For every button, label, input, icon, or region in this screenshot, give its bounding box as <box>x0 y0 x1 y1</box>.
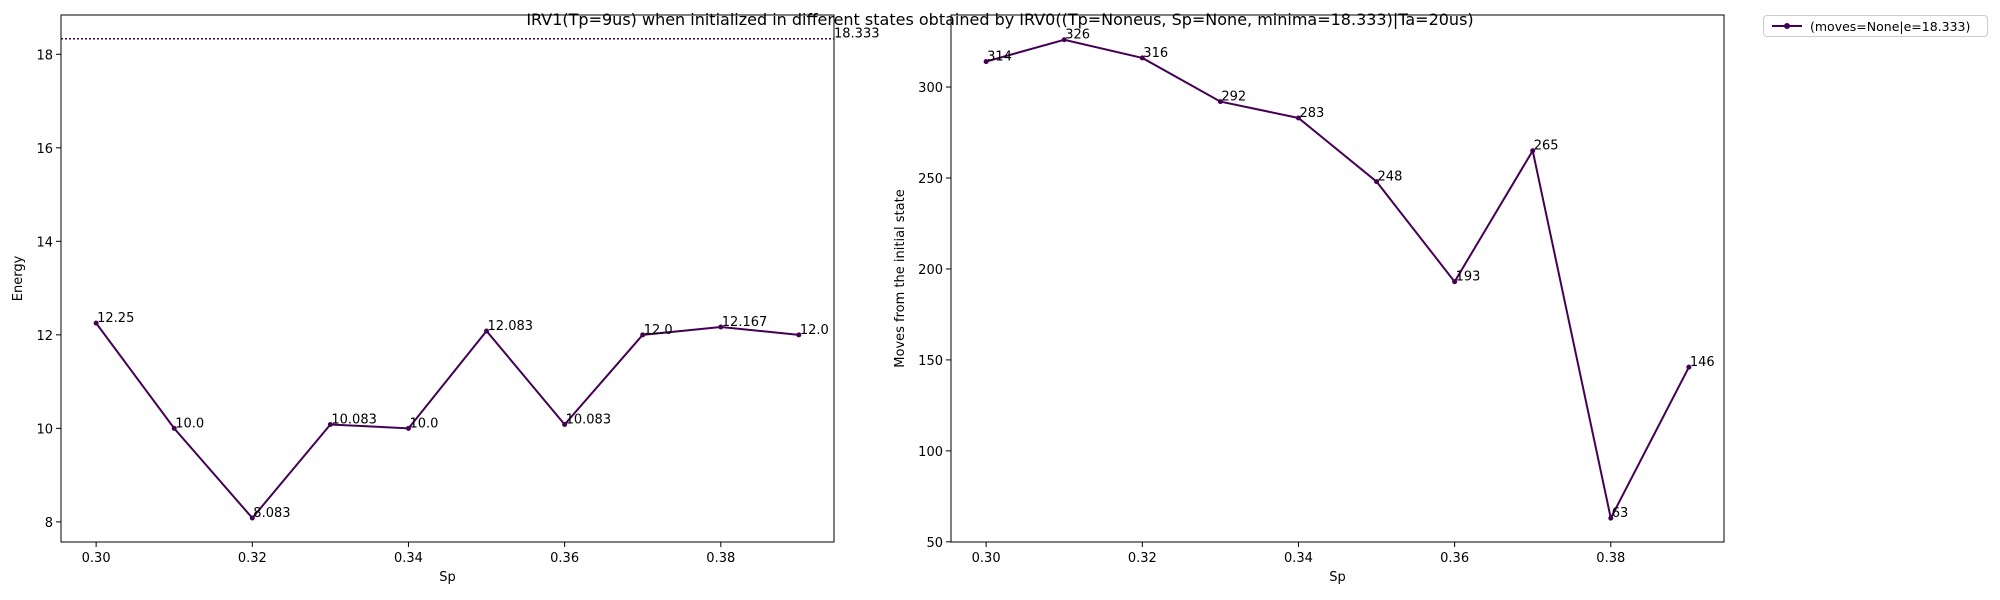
chart2-data-point <box>1217 99 1223 105</box>
chart2-data-point <box>1686 364 1692 370</box>
chart2-data-point <box>1608 515 1614 521</box>
figure-title: IRV1(Tp=9us) when initialized in differe… <box>526 10 1474 29</box>
chart1-x-tick-label: 0.36 <box>550 551 579 566</box>
chart1-data-point <box>93 320 99 326</box>
chart2-data-label: 248 <box>1378 170 1403 185</box>
chart1-y-tick-label: 14 <box>36 235 53 250</box>
chart1-x-tick-label: 0.38 <box>706 551 735 566</box>
chart2-data-label: 292 <box>1221 90 1246 105</box>
chart2-data-point <box>1295 115 1301 121</box>
chart1-x-axis-label: Sp <box>439 570 456 585</box>
chart1-data-label: 12.167 <box>722 315 768 330</box>
chart2-data-point <box>1452 279 1458 285</box>
chart2-y-axis-label: Moves from the initial state <box>893 189 908 367</box>
chart1-data-label: 10.0 <box>409 416 438 431</box>
chart1-reference-line-label: 18.333 <box>834 27 880 42</box>
chart1-data-point <box>640 332 646 338</box>
chart1-y-tick-label: 18 <box>36 48 53 63</box>
chart2-x-tick-label: 0.32 <box>1128 551 1157 566</box>
chart1-data-point <box>484 328 490 334</box>
chart2-y-tick-label: 300 <box>918 81 943 96</box>
chart1-data-label: 12.0 <box>644 323 673 338</box>
chart2-data-label: 63 <box>1612 506 1629 521</box>
chart1-x-tick-label: 0.30 <box>82 551 111 566</box>
chart1-data-label: 10.083 <box>331 412 377 427</box>
chart1-x-tick-label: 0.34 <box>394 551 423 566</box>
chart2-x-tick-label: 0.34 <box>1284 551 1313 566</box>
chart2-y-tick-label: 200 <box>918 263 943 278</box>
chart1-plot-frame <box>60 14 835 543</box>
chart1-data-label: 12.0 <box>800 323 829 338</box>
chart1-data-label: 12.25 <box>97 311 134 326</box>
chart1-data-point <box>405 425 411 431</box>
chart1-data-label: 8.083 <box>253 506 290 521</box>
chart2-series-line <box>985 38 1690 522</box>
chart1-data-point <box>562 421 568 427</box>
chart2-data-point <box>1374 179 1380 185</box>
chart1-y-axis-label: Energy <box>11 255 26 301</box>
legend-line-marker-icon <box>1772 20 1802 32</box>
chart2-data-point <box>1530 148 1536 154</box>
chart2-y-tick-label: 250 <box>918 172 943 187</box>
chart1-y-tick-label: 10 <box>36 422 53 437</box>
chart2-data-label: 146 <box>1690 355 1715 370</box>
chart2-y-tick-label: 50 <box>926 536 943 551</box>
chart2-data-point <box>1061 37 1067 43</box>
chart1-series-line <box>95 322 799 520</box>
chart1-data-point <box>171 425 177 431</box>
chart2-x-axis-label: Sp <box>1329 570 1346 585</box>
chart2-data-label: 283 <box>1299 106 1324 121</box>
chart1-data-label: 12.083 <box>488 319 534 334</box>
legend: (moves=None|e=18.333) <box>1763 15 1988 37</box>
legend-label: (moves=None|e=18.333) <box>1810 18 1971 34</box>
chart1-data-point <box>327 421 333 427</box>
chart1-x-tick-label: 0.32 <box>238 551 267 566</box>
chart2-x-tick-label: 0.38 <box>1596 551 1625 566</box>
chart2-data-label: 314 <box>987 50 1012 65</box>
chart2-x-tick-label: 0.30 <box>972 551 1001 566</box>
chart2-data-label: 326 <box>1065 28 1090 43</box>
chart2-data-label: 316 <box>1143 46 1168 61</box>
chart1-data-point <box>249 515 255 521</box>
chart1-data-point <box>718 324 724 330</box>
chart2-data-label: 193 <box>1456 270 1481 285</box>
chart2-x-tick-label: 0.36 <box>1440 551 1469 566</box>
chart2-y-tick-label: 100 <box>918 445 943 460</box>
chart1-data-label: 10.083 <box>566 412 612 427</box>
chart2-y-tick-label: 150 <box>918 354 943 369</box>
chart1-data-label: 10.0 <box>175 416 204 431</box>
chart1-y-tick-label: 12 <box>36 329 53 344</box>
chart1-data-point <box>796 332 802 338</box>
chart2-plot-frame <box>950 14 1725 543</box>
chart2-data-point <box>1139 55 1145 61</box>
chart1-y-tick-label: 16 <box>36 142 53 157</box>
chart2-data-label: 265 <box>1534 139 1559 154</box>
chart1-y-tick-label: 8 <box>45 516 53 531</box>
chart2-data-point <box>983 59 989 65</box>
